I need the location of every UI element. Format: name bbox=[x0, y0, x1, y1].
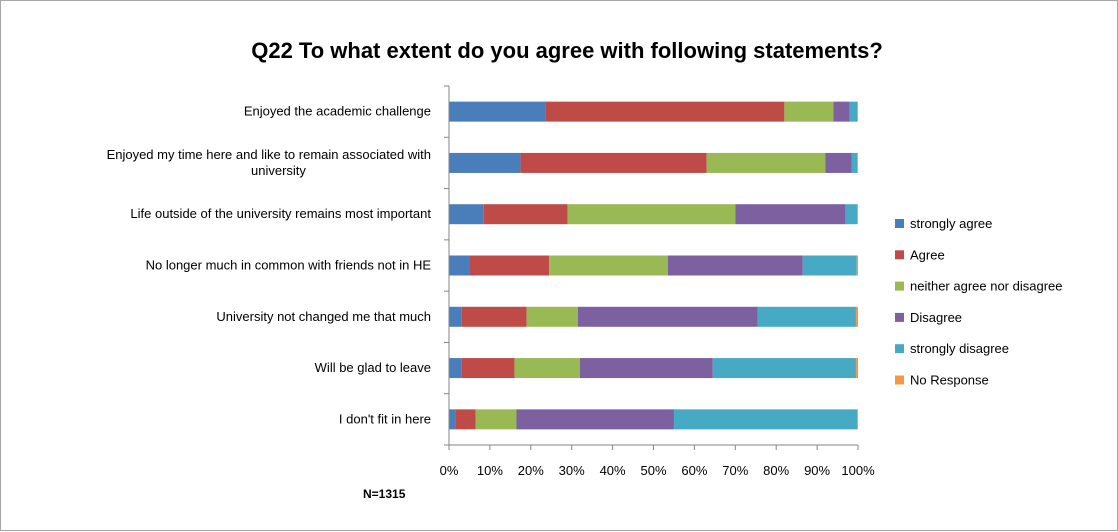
plot-area: Enjoyed the academic challenge Enjoyed my… bbox=[107, 85, 875, 478]
bar-segment-2-series-4 bbox=[825, 152, 852, 173]
legend-swatch-5 bbox=[895, 344, 904, 354]
bar-segment-1-series-5 bbox=[849, 101, 858, 122]
bar-segment-2-series-6 bbox=[857, 152, 858, 173]
bar-segment-7-series-4 bbox=[516, 409, 674, 430]
bar-segment-2-series-3 bbox=[706, 152, 826, 173]
bar-segment-1-series-2 bbox=[545, 101, 785, 122]
bar-segment-3-series-4 bbox=[735, 204, 846, 225]
legend-label-1: strongly agree bbox=[910, 216, 992, 231]
bar-segment-2-series-1 bbox=[449, 152, 521, 173]
legend-label-2: Agree bbox=[910, 247, 945, 262]
category-label-1: Enjoyed the academic challenge bbox=[244, 104, 431, 119]
bar-segment-5-series-1 bbox=[449, 306, 462, 327]
bar-segment-6-series-2 bbox=[461, 358, 515, 379]
bar-segment-1-series-3 bbox=[784, 101, 834, 122]
x-tick-label-5: 40% bbox=[600, 463, 626, 478]
bar-segment-4-series-6 bbox=[856, 255, 858, 276]
bar-segment-1-series-1 bbox=[449, 101, 546, 122]
legend: strongly agree Agree neither agree nor dis… bbox=[895, 216, 1063, 388]
category-label-5: University not changed me that much bbox=[216, 309, 431, 324]
bar-segment-6-series-1 bbox=[449, 358, 462, 379]
bar-segment-3-series-5 bbox=[845, 204, 858, 225]
x-tick-label-6: 50% bbox=[640, 463, 666, 478]
bar-segment-5-series-4 bbox=[577, 306, 758, 327]
bar-segment-7-series-3 bbox=[475, 409, 517, 430]
x-tick-label-3: 20% bbox=[518, 463, 544, 478]
x-tick-label-8: 70% bbox=[722, 463, 748, 478]
category-label-6: Will be glad to leave bbox=[315, 360, 431, 375]
x-tick-label-11: 100% bbox=[841, 463, 875, 478]
legend-label-3: neither agree nor disagree bbox=[910, 279, 1063, 294]
bar-segment-5-series-3 bbox=[526, 306, 578, 327]
bar-segment-6-series-4 bbox=[579, 358, 713, 379]
legend-swatch-2 bbox=[895, 250, 904, 260]
category-label-2-line-1: Enjoyed my time here and like to remain … bbox=[107, 147, 431, 162]
sample-size-note: N=1315 bbox=[363, 487, 406, 501]
bar-segment-5-series-6 bbox=[855, 306, 858, 327]
bar-segment-4-series-5 bbox=[802, 255, 857, 276]
legend-label-5: strongly disagree bbox=[910, 341, 1009, 356]
x-tick-label-4: 30% bbox=[559, 463, 585, 478]
category-label-2-line-2: university bbox=[251, 163, 306, 178]
bar-segment-6-series-5 bbox=[712, 358, 856, 379]
x-tick-label-7: 60% bbox=[681, 463, 707, 478]
bar-segment-1-series-4 bbox=[833, 101, 850, 122]
bar-segment-5-series-2 bbox=[461, 306, 527, 327]
bar-segment-3-series-2 bbox=[483, 204, 568, 225]
legend-label-6: No Response bbox=[910, 373, 989, 388]
legend-label-4: Disagree bbox=[910, 310, 962, 325]
bar-segment-4-series-1 bbox=[449, 255, 470, 276]
chart-title: Q22 To what extent do you agree with fol… bbox=[251, 38, 883, 63]
category-label-3: Life outside of the university remains m… bbox=[130, 206, 431, 221]
legend-swatch-3 bbox=[895, 281, 904, 291]
bar-segment-7-series-1 bbox=[449, 409, 456, 430]
category-label-7: I don't fit in here bbox=[339, 411, 431, 426]
bar-segment-6-series-3 bbox=[514, 358, 580, 379]
legend-swatch-6 bbox=[895, 375, 904, 385]
bar-segment-4-series-3 bbox=[549, 255, 668, 276]
bar-segment-7-series-2 bbox=[455, 409, 476, 430]
bar-segment-5-series-5 bbox=[757, 306, 856, 327]
bar-segment-2-series-5 bbox=[851, 152, 858, 173]
x-tick-label-9: 80% bbox=[763, 463, 789, 478]
legend-swatch-4 bbox=[895, 312, 904, 322]
bar-segment-3-series-1 bbox=[449, 204, 484, 225]
bar-segment-7-series-6 bbox=[857, 409, 858, 430]
x-tick-label-2: 10% bbox=[477, 463, 503, 478]
bar-segment-3-series-3 bbox=[567, 204, 736, 225]
bar-segment-4-series-2 bbox=[469, 255, 550, 276]
bar-segment-4-series-4 bbox=[667, 255, 803, 276]
bar-segment-7-series-5 bbox=[673, 409, 858, 430]
x-tick-label-10: 90% bbox=[804, 463, 830, 478]
x-tick-label-1: 0% bbox=[440, 463, 459, 478]
legend-swatch-1 bbox=[895, 219, 904, 228]
category-label-4: No longer much in common with friends no… bbox=[146, 258, 432, 273]
bar-segment-6-series-6 bbox=[855, 358, 858, 379]
bar-segment-2-series-2 bbox=[520, 152, 707, 173]
bar-segment-1-series-6 bbox=[857, 101, 858, 122]
bar-segment-3-series-6 bbox=[857, 204, 858, 225]
